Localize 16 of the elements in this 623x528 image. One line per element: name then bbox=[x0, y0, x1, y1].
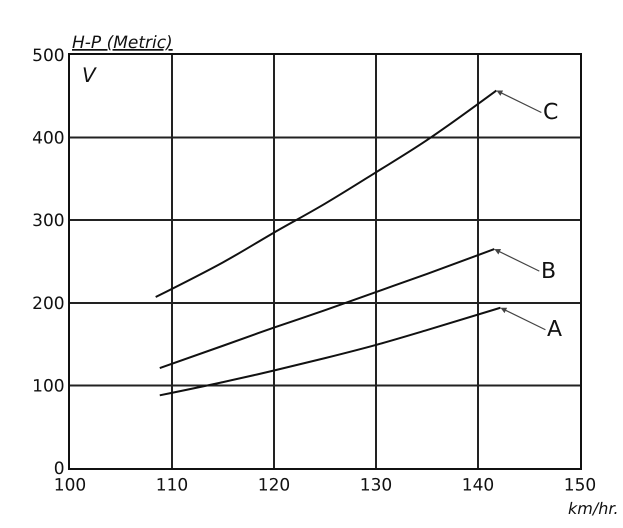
x-tick-label: 110 bbox=[156, 475, 188, 496]
y-tick-label: 500 bbox=[32, 46, 65, 66]
y-axis-title: H-P (Metric) bbox=[72, 33, 173, 53]
text: A bbox=[547, 317, 562, 342]
x-axis-title: km/hr. bbox=[568, 499, 619, 518]
x-tick-label: 120 bbox=[258, 475, 290, 496]
x-tick-label: 140 bbox=[462, 475, 494, 496]
annotation: V bbox=[82, 63, 97, 87]
y-tick-label: 400 bbox=[32, 128, 65, 149]
y-tick-label: 100 bbox=[32, 376, 65, 396]
x-tick-label: 130 bbox=[360, 475, 392, 496]
y-tick-label: 200 bbox=[32, 294, 65, 314]
x-tick-label: 150 bbox=[564, 475, 596, 496]
y-tick-label: 300 bbox=[32, 211, 65, 232]
text: C bbox=[543, 100, 558, 125]
text: B bbox=[541, 259, 556, 284]
